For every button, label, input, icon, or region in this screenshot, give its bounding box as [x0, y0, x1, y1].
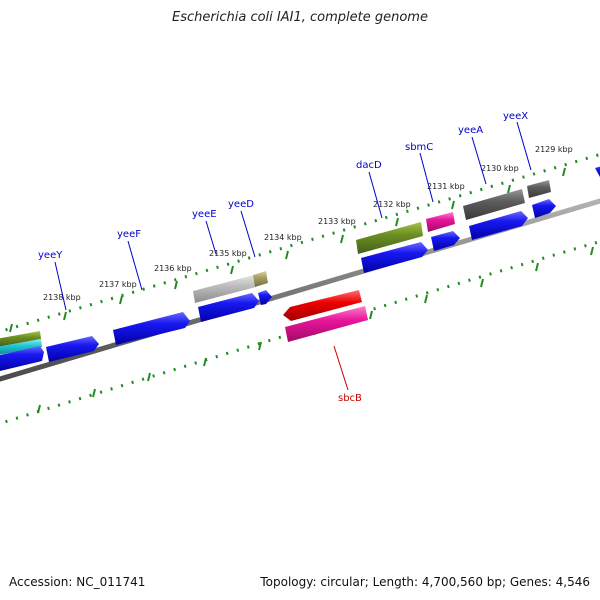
outer-track-genes — [0, 180, 551, 355]
gene-leader-line-sbcB — [333, 345, 349, 391]
map-title: Escherichia coli IAI1, complete genome — [172, 10, 428, 25]
gene-blue-8 — [469, 211, 528, 240]
kbp-label-2136: 2136 kbp — [154, 264, 192, 273]
accession-text: Accession: NC_011741 — [9, 575, 146, 589]
gene-blue-6 — [361, 242, 428, 273]
reverse-strand-genes — [283, 290, 368, 342]
gene-magenta-sbcB — [285, 306, 368, 342]
gene-label-sbcB: sbcB — [338, 393, 362, 404]
gene-lightgray-yeeE — [193, 275, 256, 303]
gene-blue-3 — [113, 312, 190, 345]
kbp-labels: 2138 kbp 2137 kbp 2136 kbp 2135 kbp 2134… — [43, 145, 573, 302]
gene-magenta-sbmC — [426, 212, 455, 232]
lower-major-ticks — [37, 246, 594, 414]
gene-label-yeeA: yeeA — [458, 125, 483, 136]
gene-label-yeeD: yeeD — [228, 199, 254, 210]
gene-red-sbcB — [283, 290, 362, 321]
gene-label-sbmC: sbmC — [405, 142, 433, 153]
gene-label-dacD: dacD — [356, 160, 382, 171]
gene-blue-2 — [46, 336, 99, 362]
gene-leader-lines-top — [54, 121, 532, 311]
gene-darkgray-yeeA — [463, 189, 525, 220]
gene-darkgray-yeeX — [527, 180, 551, 198]
upper-major-ticks — [9, 167, 566, 333]
kbp-label-2133: 2133 kbp — [318, 217, 356, 226]
gene-khaki-yeeD — [253, 271, 268, 287]
gene-label-yeeF: yeeF — [117, 229, 141, 240]
gene-blue-1 — [0, 346, 44, 371]
kbp-label-2135: 2135 kbp — [209, 249, 247, 258]
gene-blue-4 — [198, 293, 259, 322]
gene-blue-9 — [532, 199, 556, 218]
gene-olive-left — [0, 331, 41, 347]
kbp-label-2132: 2132 kbp — [373, 200, 411, 209]
gene-blue-7 — [431, 231, 460, 251]
gene-blue-5 — [258, 290, 272, 305]
kbp-label-2131: 2131 kbp — [427, 182, 465, 191]
gene-label-yeeX: yeeX — [503, 111, 528, 122]
kbp-label-2129: 2129 kbp — [535, 145, 573, 154]
kbp-label-2134: 2134 kbp — [264, 233, 302, 242]
kbp-label-2130: 2130 kbp — [481, 164, 519, 173]
gene-blue-10 — [595, 166, 600, 177]
gene-labels-top: yeeY yeeF yeeE yeeD dacD sbmC yeeA yeeX — [38, 111, 528, 261]
upper-ruler — [0, 152, 600, 334]
gene-olive-dacD — [356, 222, 423, 254]
genome-summary-text: Topology: circular; Length: 4,700,560 bp… — [260, 575, 590, 589]
gene-label-yeeE: yeeE — [192, 209, 217, 220]
gene-cyan-left — [0, 339, 42, 355]
gene-label-yeeY: yeeY — [38, 250, 63, 261]
forward-strand-genes — [0, 166, 600, 371]
kbp-label-2138: 2138 kbp — [43, 293, 81, 302]
kbp-label-2137: 2137 kbp — [99, 280, 137, 289]
